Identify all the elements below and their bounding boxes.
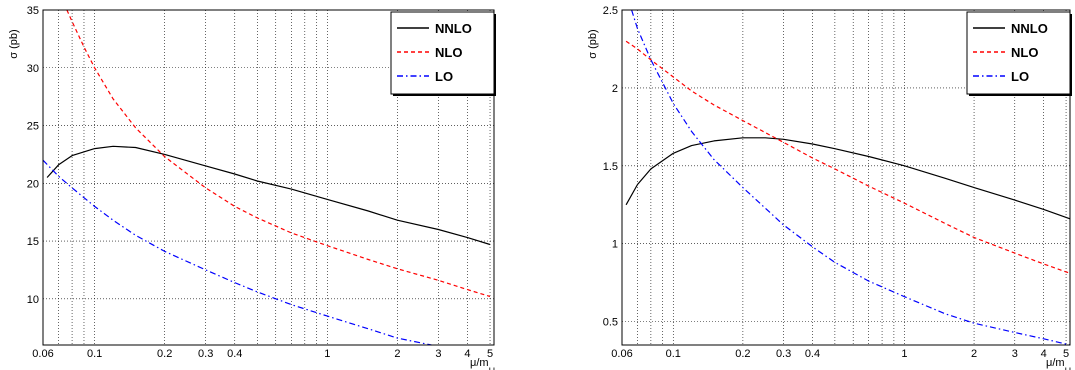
x-axis-label-main: μ/m (470, 357, 489, 369)
legend-box (966, 11, 1071, 95)
x-tick-label: 4 (1041, 348, 1047, 360)
x-tick-label: 0.3 (776, 348, 791, 360)
legend-label-nnlo: NNLO (435, 21, 472, 36)
x-tick-label: 2 (971, 348, 977, 360)
x-tick-label: 3 (1012, 348, 1018, 360)
x-tick-label: 0.06 (611, 348, 632, 360)
x-tick-label: 0.4 (227, 348, 242, 360)
y-axis-label: σ (pb) (587, 29, 599, 58)
x-tick-label: 1 (901, 348, 907, 360)
x-tick-label: 5 (1063, 348, 1069, 360)
x-tick-label: 0.2 (157, 348, 172, 360)
x-tick-label: 5 (487, 348, 493, 360)
x-tick-label: 0.1 (666, 348, 681, 360)
x-tick-label: 0.06 (32, 348, 53, 360)
x-tick-label: 0.2 (735, 348, 750, 360)
y-tick-label: 20 (27, 178, 39, 190)
x-tick-label: 0.4 (805, 348, 820, 360)
legend-label-nlo: NLO (1011, 45, 1038, 60)
x-tick-label: 3 (435, 348, 441, 360)
y-tick-label: 15 (27, 236, 39, 248)
y-tick-label: 2 (612, 83, 618, 95)
y-tick-label: 1 (612, 239, 618, 251)
x-tick-label: 0.1 (87, 348, 102, 360)
x-axis-label: μ/mH (470, 357, 495, 370)
series-line-nlo (625, 40, 1071, 274)
y-axis-label: σ (pb) (8, 29, 20, 58)
chart-1: 0.06 0.1 0.2 0.3 0.4 1 2 3 4 5 10 15 20 25 30 35 σ (pb) μ… (8, 5, 496, 370)
x-tick-label: 1 (324, 348, 330, 360)
series-line-nlo (66, 9, 491, 298)
legend: NNLO NLO LO (390, 11, 496, 96)
series-line-lo (42, 159, 432, 346)
x-tick-label: 0.3 (198, 348, 213, 360)
x-axis-label: μ/mH (1046, 357, 1071, 370)
y-tick-label: 1.5 (603, 161, 618, 173)
x-axis-label-subscript: H (1065, 366, 1072, 370)
y-tick-label: 25 (27, 121, 39, 133)
series-line-nnlo (625, 137, 1071, 220)
legend: NNLO NLO LO (966, 11, 1072, 96)
plot-frame (42, 9, 495, 346)
legend-label-nlo: NLO (435, 45, 462, 60)
y-tick-label: 10 (27, 294, 39, 306)
legend-label-lo: LO (435, 69, 453, 84)
series-line-nnlo (46, 145, 491, 246)
x-tick-label: 4 (464, 348, 470, 360)
x-tick-label: 2 (394, 348, 400, 360)
legend-box (390, 11, 495, 95)
series-line-lo (631, 9, 1071, 346)
y-tick-label: 30 (27, 63, 39, 75)
legend-label-nnlo: NNLO (1011, 21, 1048, 36)
y-tick-label: 0.5 (603, 317, 618, 329)
y-tick-label: 35 (27, 5, 39, 17)
x-axis-label-main: μ/m (1046, 357, 1065, 369)
grid (621, 9, 1070, 345)
x-axis-label-subscript: H (489, 366, 496, 370)
legend-label-lo: LO (1011, 69, 1029, 84)
y-tick-label: 2.5 (603, 5, 618, 17)
chart-2: 0.06 0.1 0.2 0.3 0.4 1 2 3 4 5 0.5 1 1.5 2 2.5 σ (pb) μ/… (587, 5, 1072, 370)
plot-frame (621, 9, 1071, 346)
